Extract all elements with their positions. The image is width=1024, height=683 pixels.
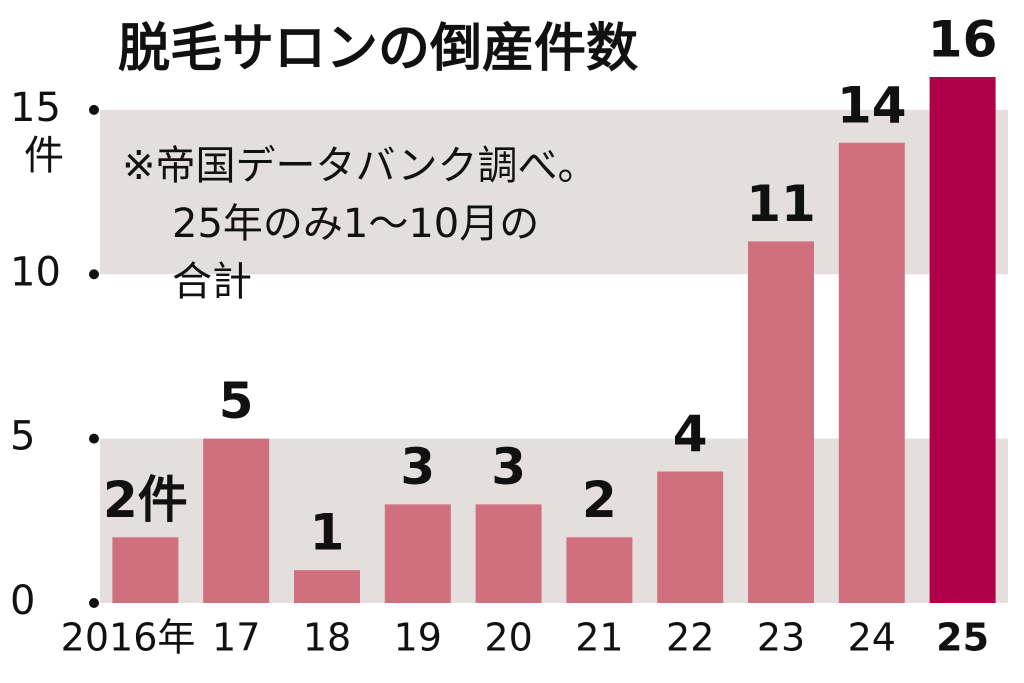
- tick-mark: [89, 433, 99, 444]
- note: ※帝国データバンク調べ。: [122, 143, 598, 189]
- value-label: 11: [746, 175, 816, 233]
- tick-mark: [89, 269, 99, 280]
- value-label: 14: [837, 76, 907, 134]
- y-tick-label: 0: [10, 578, 35, 624]
- x-tick-label: 22: [666, 616, 714, 660]
- bar: [384, 504, 451, 603]
- bar: [566, 537, 633, 603]
- value-label: 16: [928, 11, 998, 69]
- y-tick-label: 5: [10, 414, 35, 460]
- value-label: 3: [491, 438, 526, 496]
- value-label: 3: [400, 438, 435, 496]
- y-tick-label: 10: [10, 249, 61, 295]
- bar: [929, 77, 996, 603]
- note: 合計: [172, 259, 252, 305]
- bar: [294, 570, 360, 603]
- y-tick-label: 15: [10, 85, 61, 131]
- y-unit: 件: [24, 133, 64, 179]
- x-tick-label: 24: [848, 616, 896, 660]
- value-label: 4: [673, 405, 708, 463]
- tick-mark: [89, 104, 99, 115]
- x-tick-label: 18: [303, 616, 351, 660]
- bar: [475, 504, 542, 603]
- chart-title: 脱毛サロンの倒産件数: [118, 19, 638, 79]
- x-tick-label: 25: [936, 616, 989, 660]
- x-tick-label: 23: [757, 616, 805, 660]
- tick-mark: [89, 598, 99, 608]
- value-label: 2: [582, 471, 617, 529]
- bar: [112, 537, 179, 603]
- note: 25年のみ1〜10月の: [172, 201, 539, 247]
- bar: [748, 241, 814, 603]
- bar: [203, 438, 270, 603]
- value-label: 1: [310, 504, 345, 562]
- bar: [838, 142, 905, 603]
- bar: [657, 471, 724, 603]
- x-tick-label: 21: [575, 616, 623, 660]
- x-tick-label: 17: [212, 616, 260, 660]
- x-tick-label: 2016年: [61, 616, 196, 660]
- value-label: 2件: [103, 471, 188, 529]
- x-tick-label: 20: [484, 616, 532, 660]
- value-label: 5: [219, 372, 254, 430]
- x-tick-label: 19: [394, 616, 442, 660]
